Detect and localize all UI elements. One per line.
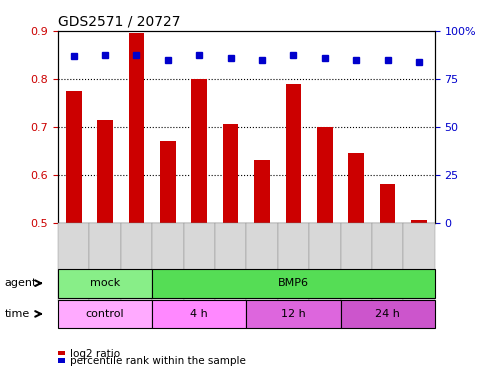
Bar xyxy=(254,161,270,223)
Text: 12 h: 12 h xyxy=(281,309,306,319)
Text: GDS2571 / 20727: GDS2571 / 20727 xyxy=(58,14,181,28)
Bar xyxy=(128,33,144,223)
Bar xyxy=(97,119,113,223)
Bar xyxy=(160,141,176,223)
Text: log2 ratio: log2 ratio xyxy=(70,349,120,359)
Bar xyxy=(223,124,239,223)
Bar xyxy=(411,220,427,223)
Bar xyxy=(66,91,82,223)
Text: mock: mock xyxy=(90,278,120,288)
Bar xyxy=(285,84,301,223)
Bar xyxy=(317,127,333,223)
Bar xyxy=(380,184,396,223)
Text: 24 h: 24 h xyxy=(375,309,400,319)
Text: time: time xyxy=(5,309,30,319)
Text: agent: agent xyxy=(5,278,37,288)
Text: 4 h: 4 h xyxy=(190,309,208,319)
Bar xyxy=(191,79,207,223)
Text: control: control xyxy=(86,309,124,319)
Text: percentile rank within the sample: percentile rank within the sample xyxy=(70,356,246,366)
Text: BMP6: BMP6 xyxy=(278,278,309,288)
Bar xyxy=(348,153,364,223)
